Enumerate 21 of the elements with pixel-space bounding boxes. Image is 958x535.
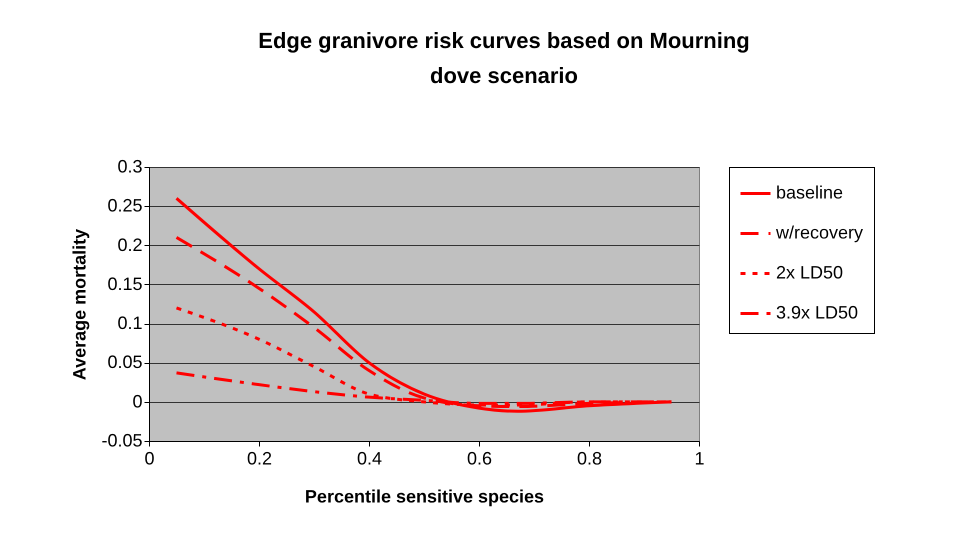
legend-label: w/recovery xyxy=(775,222,864,242)
y-tick-label: -0.05 xyxy=(101,430,142,450)
y-tick-label: 0.05 xyxy=(107,352,142,372)
y-tick-label: 0.15 xyxy=(107,274,142,294)
legend-label: 3.9x LD50 xyxy=(776,302,858,322)
y-tick-label: 0 xyxy=(132,391,142,412)
y-tick-label: 0.25 xyxy=(107,196,142,216)
y-axis-title: Average mortality xyxy=(69,228,90,380)
y-tick-label: 0.3 xyxy=(117,156,142,176)
y-tick-label: 0.2 xyxy=(117,234,142,255)
legend-label: baseline xyxy=(776,182,844,202)
y-tick-label: 0.1 xyxy=(117,313,142,334)
x-tick-label: 0.8 xyxy=(576,448,602,468)
x-tick-label: 0.4 xyxy=(356,448,382,468)
legend-label: 2x LD50 xyxy=(776,262,844,282)
x-tick-label: 0.6 xyxy=(466,448,492,468)
x-axis-title: Percentile sensitive species xyxy=(304,486,544,506)
x-tick-label: 1 xyxy=(694,448,705,468)
x-tick-label: 0 xyxy=(144,448,155,468)
chart-title: Edge granivore risk curves based on Mourning dove scenario xyxy=(258,28,750,88)
x-tick-label: 0.2 xyxy=(246,448,272,468)
